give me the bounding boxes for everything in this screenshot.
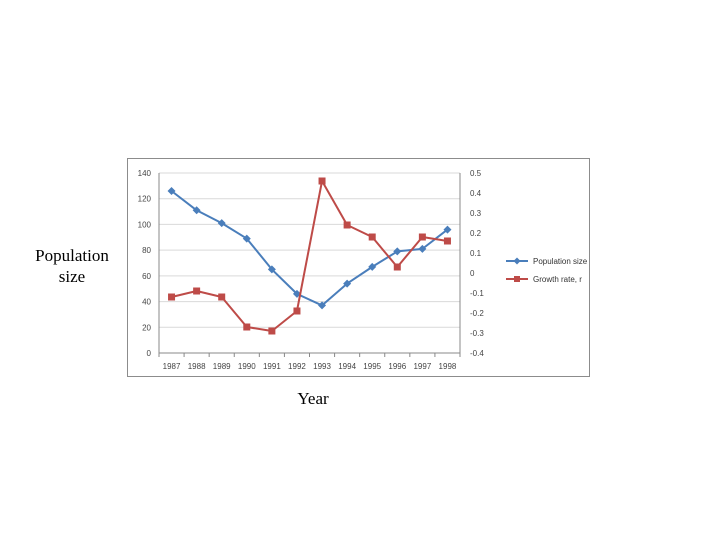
x-tick-label: 1992	[288, 362, 306, 371]
y-axis-title-line2: size	[58, 267, 86, 286]
x-axis-title: Year	[297, 389, 329, 408]
x-tick-label: 1990	[238, 362, 256, 371]
chart-svg: 0 20 40 60 80 100 120 140 -0.4 -0.3 -0.2 -0.1 0 0.1 0.…	[138, 169, 588, 371]
data-point-square	[243, 323, 251, 331]
data-point-diamond	[368, 262, 377, 271]
series-line	[170, 190, 449, 307]
y-left-tick-label: 120	[138, 195, 152, 204]
y-left-tick-label: 80	[142, 246, 151, 255]
y-right-tick-label: -0.4	[470, 349, 484, 358]
x-tick-label: 1987	[163, 362, 181, 371]
data-point-square	[168, 293, 176, 301]
data-point-square	[218, 293, 226, 301]
y-right-tick-label: -0.1	[470, 289, 484, 298]
data-point-diamond	[318, 301, 327, 310]
legend-label: Growth rate, r	[533, 275, 582, 284]
y-axis-title: Population size	[22, 245, 122, 287]
data-point-square	[193, 287, 201, 295]
x-tick-label: 1991	[263, 362, 281, 371]
y-right-tick-label: 0.2	[470, 229, 482, 238]
data-point-diamond	[242, 234, 251, 243]
data-point-square	[418, 233, 426, 241]
y-right-tick-label: 0.1	[470, 249, 482, 258]
y-left-tick-label: 60	[142, 272, 151, 281]
data-point-diamond	[418, 244, 427, 253]
data-point-square	[268, 327, 276, 335]
y-right-tick-label: 0	[470, 269, 475, 278]
chart-frame: 0 20 40 60 80 100 120 140 -0.4 -0.3 -0.2 -0.1 0 0.1 0.…	[127, 158, 590, 377]
legend-marker-square	[514, 276, 520, 282]
data-point-diamond	[393, 247, 402, 256]
data-point-diamond	[267, 265, 276, 274]
x-tick-label: 1993	[313, 362, 331, 371]
y-left-tick-label: 0	[147, 349, 152, 358]
legend-marker-diamond	[513, 257, 521, 265]
x-tick-label: 1989	[213, 362, 231, 371]
y-right-tick-label: -0.3	[470, 329, 484, 338]
data-point-square	[368, 233, 376, 241]
data-point-diamond	[343, 279, 352, 288]
y-right-tick-label: 0.5	[470, 169, 482, 178]
y-right-tick-label: -0.2	[470, 309, 484, 318]
y-left-tick-label: 140	[138, 169, 152, 178]
x-tick-label: 1994	[338, 362, 356, 371]
data-point-diamond	[217, 219, 226, 228]
y-axis-title-line1: Population	[35, 246, 109, 265]
y-right-tick-label: 0.4	[470, 189, 482, 198]
x-tick-label: 1995	[363, 362, 381, 371]
data-point-square	[443, 237, 451, 245]
y-left-tick-label: 40	[142, 298, 151, 307]
legend-label: Population size	[533, 257, 588, 266]
y-left-tick-label: 100	[138, 220, 152, 229]
x-tick-label: 1997	[413, 362, 431, 371]
y-right-tick-label: 0.3	[470, 209, 482, 218]
series-line	[171, 180, 448, 332]
x-tick-label: 1998	[439, 362, 457, 371]
data-point-square	[318, 177, 326, 185]
x-tick-label: 1996	[388, 362, 406, 371]
data-point-diamond	[443, 225, 452, 234]
data-point-diamond	[167, 187, 176, 195]
data-point-diamond	[192, 206, 201, 215]
data-point-square	[293, 307, 301, 315]
x-tick-label: 1988	[188, 362, 206, 371]
data-point-square	[343, 221, 351, 229]
data-point-square	[393, 263, 401, 271]
y-left-tick-label: 20	[142, 323, 151, 332]
